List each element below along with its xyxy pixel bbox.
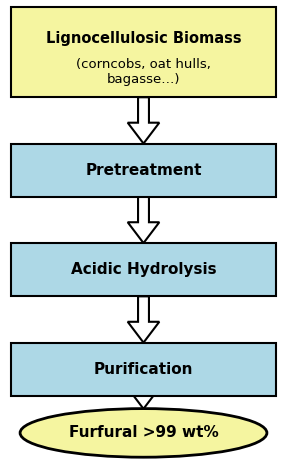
Ellipse shape	[20, 408, 267, 457]
Polygon shape	[128, 296, 159, 343]
Text: (corncobs, oat hulls,
bagasse…): (corncobs, oat hulls, bagasse…)	[76, 58, 211, 86]
FancyBboxPatch shape	[11, 7, 276, 97]
Polygon shape	[128, 97, 159, 144]
FancyBboxPatch shape	[11, 144, 276, 197]
Text: Acidic Hydrolysis: Acidic Hydrolysis	[71, 262, 216, 277]
Polygon shape	[128, 388, 159, 409]
Polygon shape	[128, 197, 159, 243]
FancyBboxPatch shape	[11, 243, 276, 296]
Text: Pretreatment: Pretreatment	[85, 163, 202, 178]
FancyBboxPatch shape	[11, 343, 276, 396]
Text: Purification: Purification	[94, 362, 193, 377]
Text: Lignocellulosic Biomass: Lignocellulosic Biomass	[46, 31, 241, 46]
Text: Furfural >99 wt%: Furfural >99 wt%	[69, 425, 218, 440]
